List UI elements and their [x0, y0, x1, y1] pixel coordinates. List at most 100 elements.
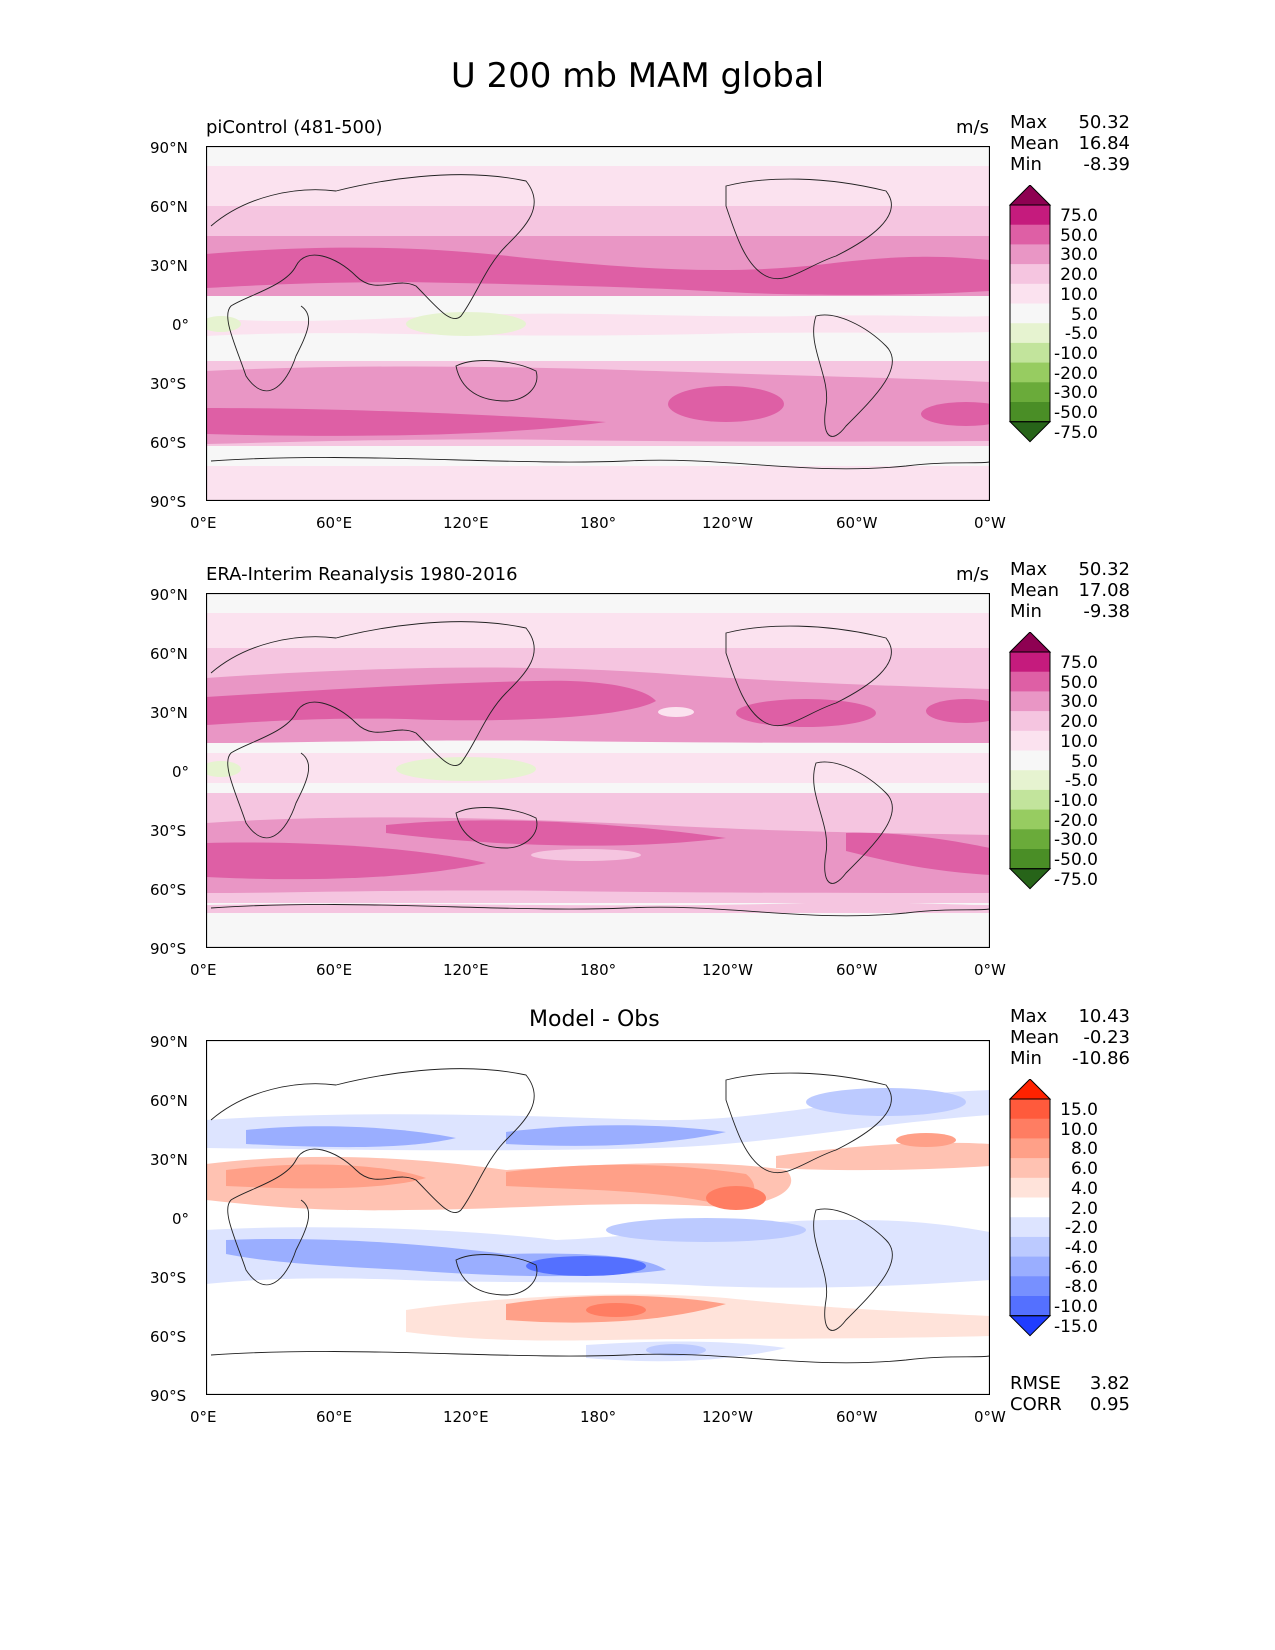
lat-tick: 90°N	[150, 139, 188, 157]
lon-tick: 120°W	[702, 514, 753, 532]
mean-value: 16.84	[1078, 133, 1130, 154]
lon-tick: 60°E	[316, 514, 353, 532]
colorbar-level-label: 75.0	[1060, 206, 1098, 226]
colorbar-level-label: 15.0	[1060, 1100, 1098, 1120]
colorbar-swatch	[1010, 1158, 1050, 1179]
neg-peak-sh	[526, 1256, 646, 1276]
lon-tick: 120°E	[443, 961, 489, 979]
panel-title: Model - Obs	[529, 1007, 660, 1032]
rmse-value: 3.82	[1089, 1373, 1130, 1394]
units-label: m/s	[956, 564, 989, 585]
lon-tick: 60°W	[836, 514, 878, 532]
neg-band-sh	[206, 1219, 990, 1288]
min-value: -10.86	[1071, 1048, 1130, 1069]
mean-value: 17.08	[1078, 580, 1130, 601]
easterlies-maritime	[406, 312, 526, 336]
colorbar-swatch	[1010, 652, 1050, 673]
colorbar-swatch	[1010, 362, 1050, 383]
lat-tick: 90°S	[150, 493, 187, 511]
colorbar-extend-max	[1008, 185, 1052, 206]
colorbar-swatch	[1010, 1138, 1050, 1159]
colorbar-swatch	[1010, 1177, 1050, 1198]
lat-tick: 60°N	[150, 1092, 188, 1110]
lon-tick: 180°	[580, 514, 617, 532]
band-nh-high	[206, 166, 990, 206]
lat-tick: 30°N	[150, 1151, 188, 1169]
lon-tick: 60°W	[836, 1408, 878, 1426]
colorbar	[1008, 185, 1052, 443]
colorbar-swatch	[1010, 1197, 1050, 1218]
colorbar-swatch	[1010, 205, 1050, 226]
colorbar-level-label: -20.0	[1054, 810, 1098, 831]
colorbar-level-label: -10.0	[1054, 790, 1098, 811]
min-label: Min	[1010, 1048, 1042, 1069]
lon-tick: 0°W	[974, 1408, 1006, 1426]
min-value: -8.39	[1083, 154, 1130, 175]
colorbar-frame	[1009, 651, 1051, 870]
colorbar-level-label: -15.0	[1054, 1316, 1098, 1337]
colorbar-swatch	[1010, 1217, 1050, 1238]
max-value: 10.43	[1078, 1006, 1130, 1027]
colorbar-swatch	[1010, 1118, 1050, 1139]
pos-peak-nh-pacific	[706, 1186, 766, 1210]
lon-tick: 0°W	[974, 961, 1006, 979]
min-value: -9.38	[1083, 601, 1130, 622]
corr-value: 0.95	[1089, 1394, 1130, 1415]
max-value: 50.32	[1078, 559, 1130, 580]
lon-tick: 120°W	[702, 961, 753, 979]
colorbar-swatch	[1010, 402, 1050, 423]
lat-tick: 60°S	[150, 434, 187, 452]
colorbar-level-label: 30.0	[1060, 245, 1098, 266]
easterlies-atlantic	[206, 316, 241, 332]
colorbar-swatch	[1010, 770, 1050, 791]
colorbar-level-label: -20.0	[1054, 363, 1098, 384]
mean-label: Mean	[1010, 133, 1060, 154]
jet-core-sh-atlantic	[206, 842, 486, 880]
jet-core-nh-atlantic	[736, 699, 876, 727]
lon-tick: 0°E	[190, 961, 217, 979]
lat-tick: 0°	[172, 763, 190, 781]
lon-tick: 120°E	[443, 1408, 489, 1426]
colorbar-level-label: 30.0	[1060, 692, 1098, 713]
plot-frame	[206, 1040, 990, 1395]
colorbar-level-label: 50.0	[1060, 225, 1098, 246]
plot-frame	[206, 593, 990, 948]
jet-core-nh-africa	[926, 699, 990, 723]
colorbar-level-label: 10.0	[1060, 284, 1098, 305]
colorbar-swatch	[1010, 323, 1050, 344]
lat-tick: 60°N	[150, 645, 188, 663]
map-plot	[206, 1040, 990, 1395]
colorbar-level-label: -10.0	[1054, 343, 1098, 364]
colorbar-swatch	[1010, 1256, 1050, 1277]
jet-core-sh-pacific	[668, 386, 784, 422]
colorbar-swatch	[1010, 382, 1050, 403]
lat-tick: 90°S	[150, 940, 187, 958]
max-value: 50.32	[1078, 112, 1130, 133]
colorbar-level-label: 20.0	[1060, 712, 1098, 733]
lon-tick: 0°E	[190, 1408, 217, 1426]
colorbar-level-label: -5.0	[1064, 771, 1098, 792]
units-label: m/s	[956, 117, 989, 138]
neg-core-nh-asia	[246, 1126, 456, 1148]
colorbar-level-label: -75.0	[1054, 869, 1098, 890]
lon-tick: 180°	[580, 1408, 617, 1426]
pos-band-nh-atlantic	[776, 1142, 990, 1171]
colorbar-level-label: 5.0	[1070, 751, 1098, 772]
colorbar-level-label: -50.0	[1054, 850, 1098, 870]
lat-tick: 60°S	[150, 1328, 187, 1346]
colorbar-level-label: -30.0	[1054, 830, 1098, 851]
colorbar-level-label: 4.0	[1070, 1178, 1098, 1199]
lon-tick: 180°	[580, 961, 617, 979]
neg-core-sh-pacific	[606, 1218, 806, 1242]
jet-gap	[658, 707, 694, 717]
colorbar-level-label: 10.0	[1060, 1119, 1098, 1140]
lat-tick: 30°N	[150, 257, 188, 275]
colorbar-swatch	[1010, 730, 1050, 751]
lon-tick: 120°W	[702, 1408, 753, 1426]
band-sh-high	[206, 908, 990, 948]
panel-title: ERA-Interim Reanalysis 1980-2016	[206, 564, 518, 585]
lat-tick: 30°S	[150, 1269, 187, 1287]
jet-gap-sh	[531, 849, 641, 861]
colorbar-level-label: -5.0	[1064, 324, 1098, 345]
jet-core-nh	[206, 247, 990, 295]
